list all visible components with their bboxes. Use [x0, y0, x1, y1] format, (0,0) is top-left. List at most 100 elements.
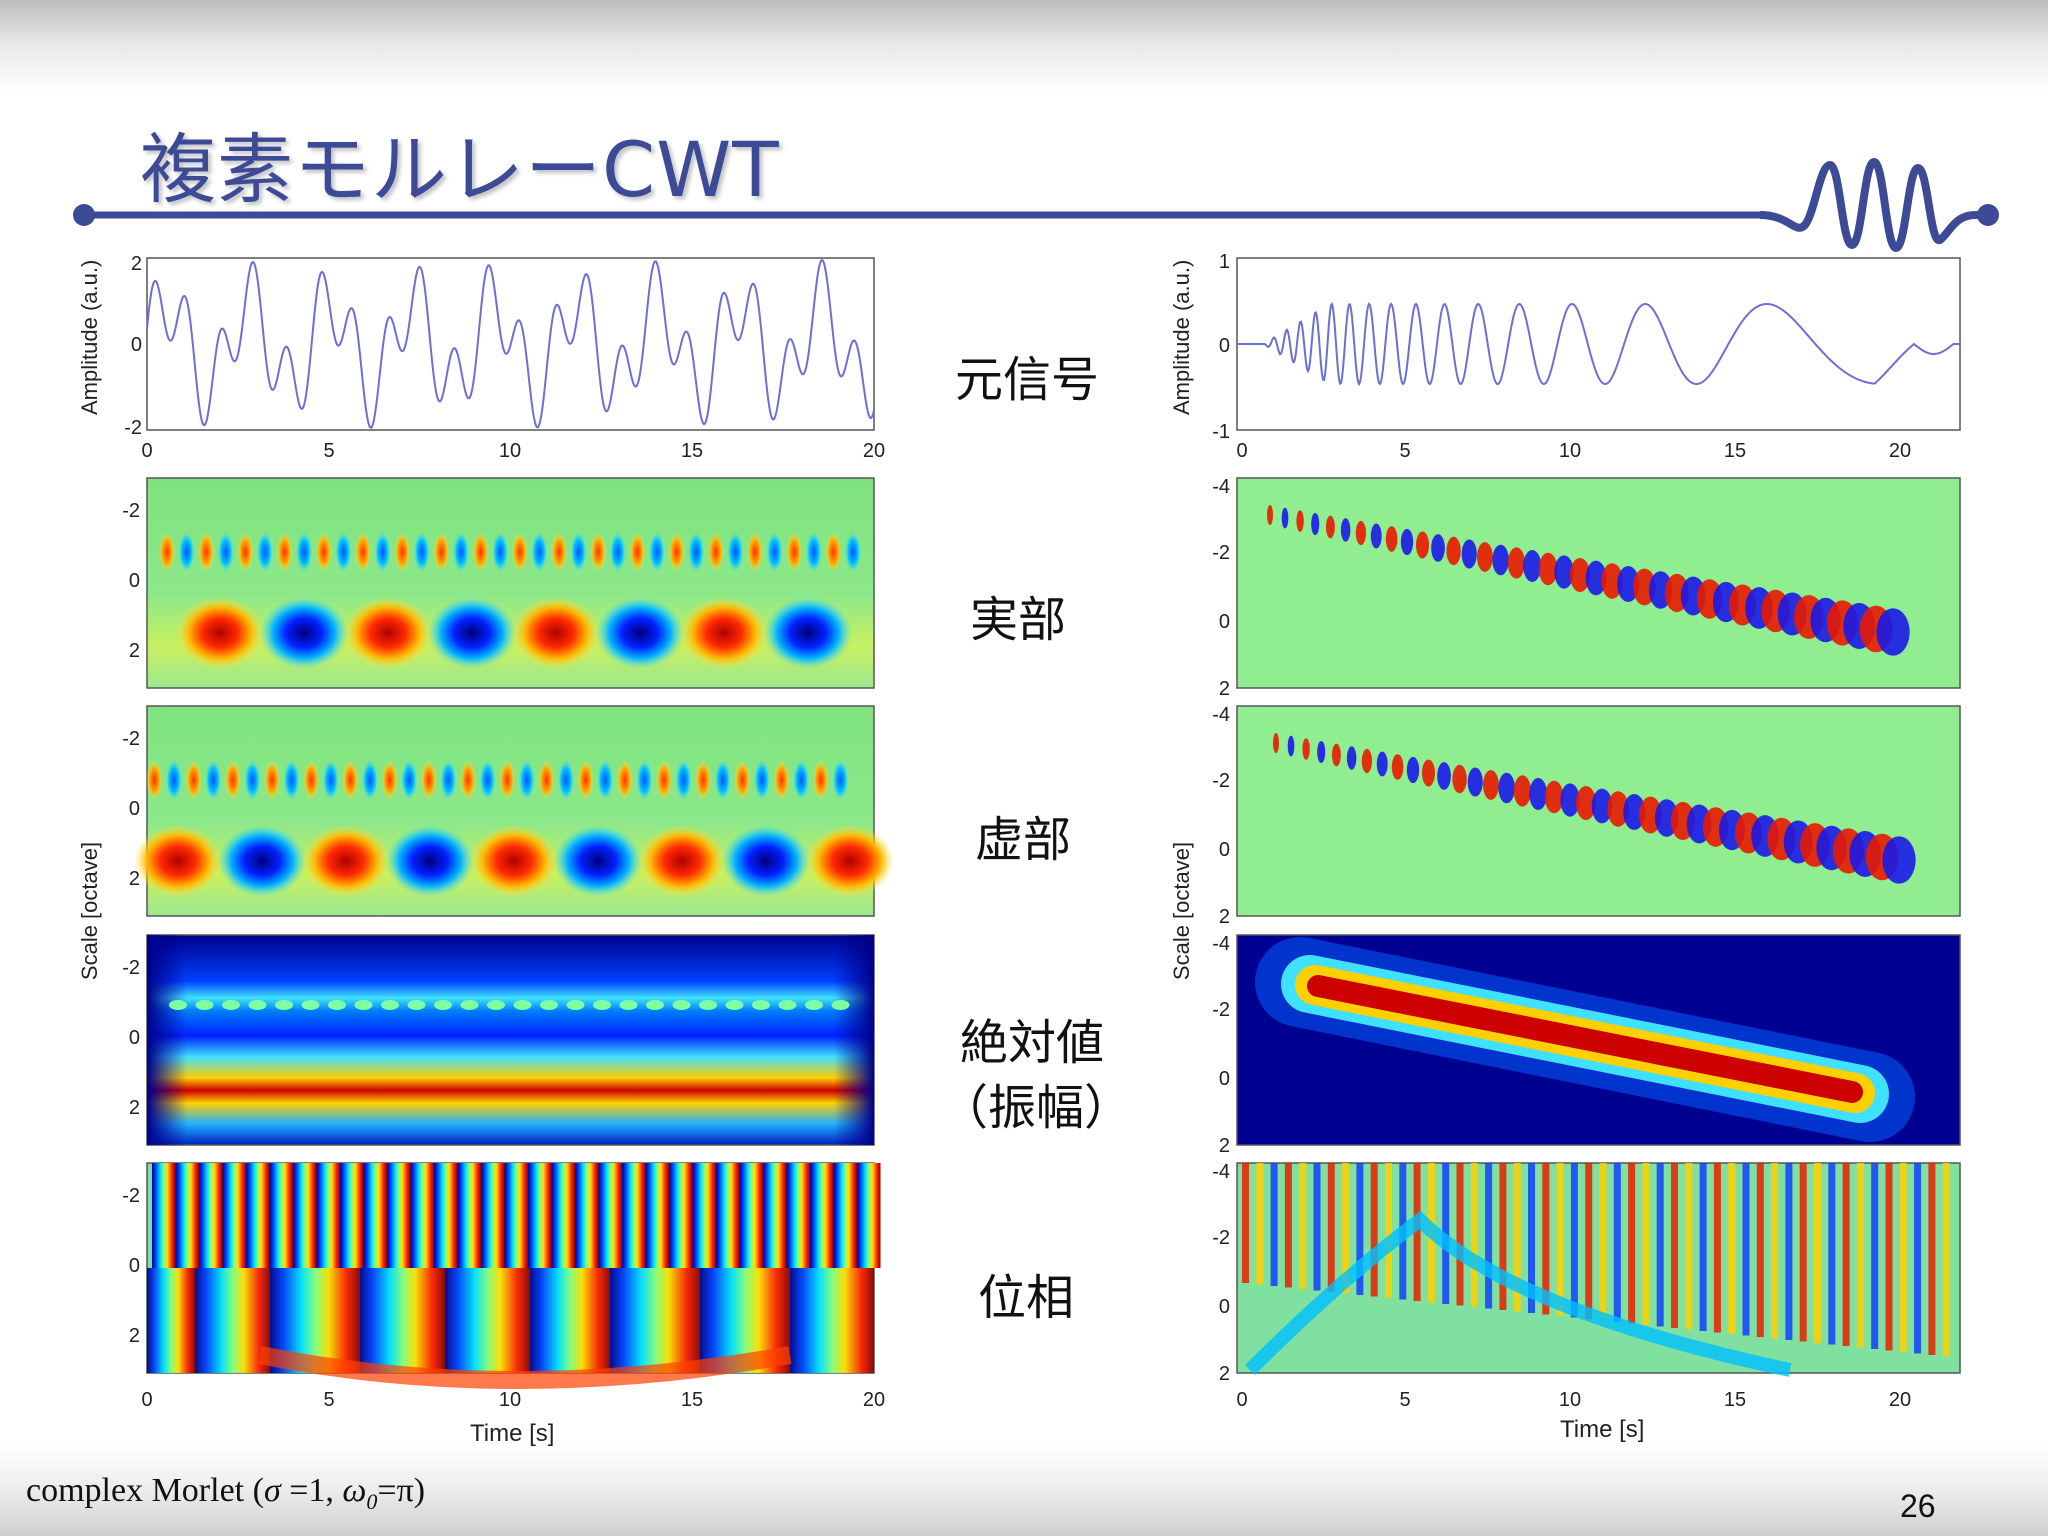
phase-stripe: [316, 1163, 340, 1268]
left-phase-ytick: -2: [122, 1185, 140, 1207]
right-signal-xtick: 15: [1724, 440, 1746, 462]
dot: [511, 532, 528, 572]
dot: [283, 760, 300, 800]
right-imag-map: -4 -2 0 2: [1190, 703, 1980, 928]
right-imag-pattern: [1273, 733, 1916, 884]
left-real-ytick: 2: [129, 640, 140, 662]
label-phase: 位相: [978, 1270, 1075, 1326]
chirp-blob: [1385, 526, 1398, 552]
phase-stripe: [457, 1163, 481, 1268]
phase-stripe: [1699, 1163, 1707, 1331]
label-abs-2: （振幅）: [940, 1080, 1133, 1136]
left-phase-xtick: 0: [141, 1389, 152, 1411]
dot: [629, 532, 646, 572]
left-imag-ytick: 0: [129, 798, 140, 820]
chirp-blob: [1544, 780, 1564, 814]
phase-stripe: [1528, 1163, 1535, 1313]
phase-stripe: [1899, 1163, 1907, 1352]
chirp-blob: [1492, 544, 1509, 576]
right-imag-ytick: 2: [1219, 906, 1230, 928]
phase-stripe: [1871, 1163, 1879, 1349]
chirp-blob: [1370, 523, 1382, 549]
page-number: 26: [1900, 1488, 1936, 1524]
phase-stripe: [1828, 1163, 1836, 1345]
phase-stripe: [363, 1163, 387, 1268]
abs-dot: [301, 1000, 320, 1010]
right-phase-xtick: 10: [1559, 1389, 1581, 1411]
dot: [754, 760, 770, 800]
dot: [714, 760, 731, 800]
phase-stripe: [410, 1163, 434, 1268]
dot: [518, 760, 535, 800]
phase-stripe: [1327, 1163, 1335, 1292]
dot: [303, 760, 320, 800]
blob: [386, 825, 474, 897]
left-real-pattern: [159, 532, 861, 669]
left-phase-xtick: 10: [499, 1389, 521, 1411]
chirp-blob: [1507, 547, 1525, 579]
dot: [707, 532, 724, 572]
chirp-blob: [1560, 783, 1580, 817]
dot: [440, 760, 457, 800]
chirp-blob: [1513, 775, 1531, 807]
blob: [176, 597, 264, 669]
label-signal: 元信号: [955, 352, 1100, 408]
chirp-blob: [1311, 512, 1320, 536]
dot: [688, 532, 705, 572]
right-real-map: -4 -2 0 2: [1190, 475, 1980, 700]
left-signal-xtick: 15: [681, 440, 703, 462]
phase-stripe: [1771, 1163, 1779, 1339]
dot: [531, 532, 548, 572]
chirp-blob: [1376, 751, 1388, 777]
phase-stripe: [1470, 1163, 1478, 1307]
chirp-blob: [1467, 767, 1483, 797]
dot: [394, 532, 411, 572]
phase-stripe: [1742, 1163, 1750, 1336]
chirp-blob: [1576, 786, 1596, 820]
dot: [342, 760, 359, 800]
phase-stripe: [622, 1163, 646, 1268]
phase-stripe: [551, 1163, 575, 1268]
caption-omega: ω: [342, 1472, 367, 1509]
abs-dot: [434, 1000, 452, 1010]
right-phase-ytick: 2: [1219, 1363, 1230, 1385]
chirp-blob: [1400, 528, 1414, 556]
dot: [460, 760, 476, 800]
chirp-blob: [1437, 762, 1451, 790]
dot: [773, 760, 790, 800]
right-real-ytick: -2: [1212, 542, 1230, 564]
chirp-blob: [1876, 608, 1910, 656]
right-phase-ytick: 0: [1219, 1296, 1230, 1318]
chirp-blob: [1585, 560, 1607, 596]
label-abs-1: 絶対値: [960, 1015, 1105, 1071]
abs-dot: [831, 1000, 850, 1010]
abs-dot: [646, 1000, 664, 1010]
caption-omega-eq: =π): [377, 1472, 426, 1509]
phase-stripe: [269, 1163, 293, 1268]
dot: [492, 532, 509, 572]
chirp-blob: [1422, 759, 1435, 787]
chirp-blob: [1267, 505, 1273, 525]
chirp-blob: [1416, 531, 1429, 559]
chirp-blob: [1302, 738, 1310, 760]
abs-dot: [460, 1000, 479, 1010]
caption-prefix: complex Morlet (: [26, 1472, 264, 1509]
abs-dot: [381, 1000, 399, 1010]
phase-stripe: [293, 1163, 317, 1268]
phase-band: [790, 1268, 874, 1373]
phase-stripe: [175, 1163, 199, 1268]
blob: [680, 597, 768, 669]
chirp-blob: [1461, 539, 1477, 569]
right-signal-ytick: 1: [1219, 251, 1230, 273]
label-imag: 虚部: [975, 812, 1072, 868]
abs-dot: [195, 1000, 214, 1010]
right-abs-ytick: -2: [1212, 999, 1230, 1021]
phase-stripe: [1814, 1163, 1821, 1343]
wave-ornament-icon: [1759, 157, 1988, 253]
abs-dot: [725, 1000, 744, 1010]
chirp-blob: [1529, 778, 1548, 810]
dot: [812, 760, 829, 800]
phase-stripe: [1542, 1163, 1550, 1315]
left-signal-xtick: 0: [141, 440, 152, 462]
dot: [185, 760, 202, 800]
